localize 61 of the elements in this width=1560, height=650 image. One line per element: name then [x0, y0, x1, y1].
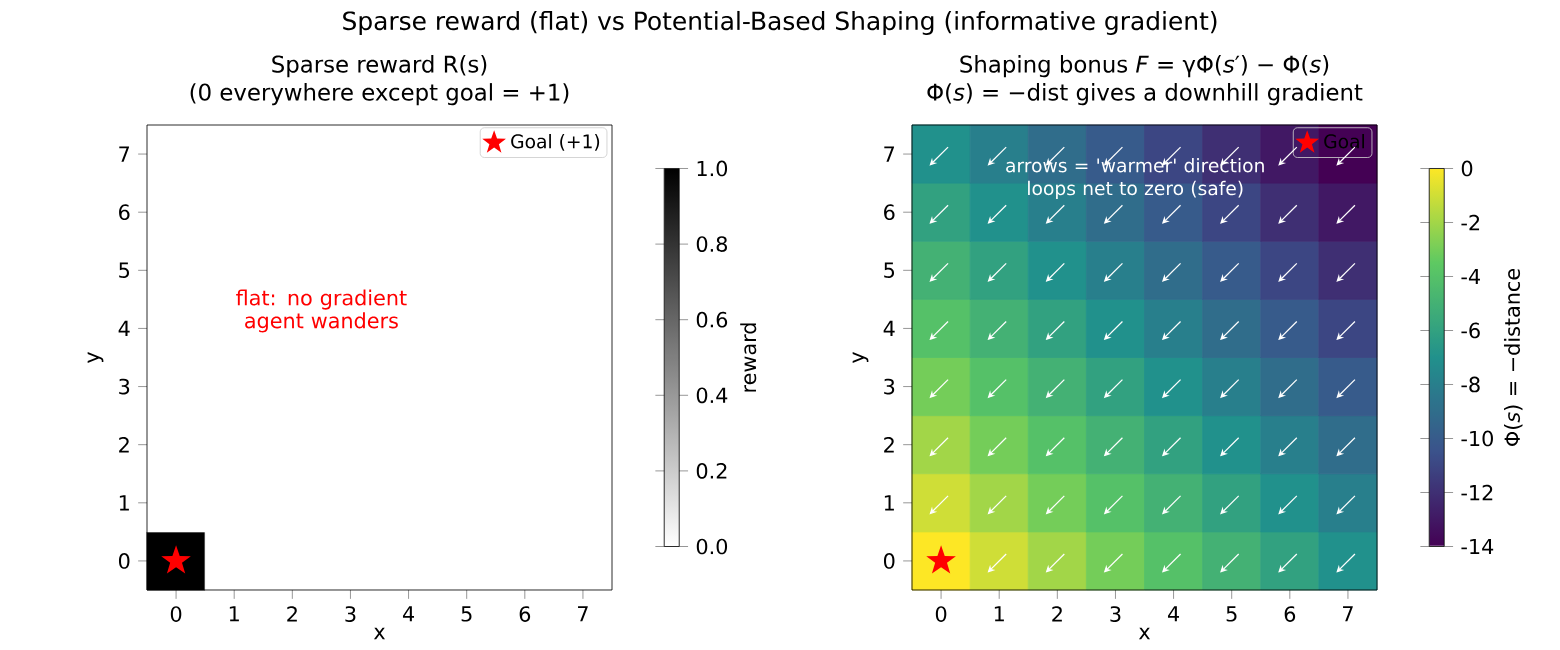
x-tick-label: 3: [1110, 606, 1121, 622]
x-tick-label: 0: [935, 606, 947, 622]
color-bar-label: -2: [1461, 214, 1480, 231]
x-tick-label: 1: [229, 606, 239, 622]
x-tick-label: 6: [519, 606, 531, 622]
color-bar-title: Φ(s) = −distance: [1503, 268, 1523, 446]
y-tick-label: 4: [883, 320, 895, 336]
y-tick-label: 3: [119, 378, 130, 395]
color-bar-label: 0.6: [696, 311, 728, 328]
annotation: flat: no gradient agent wanders: [236, 289, 407, 333]
text: Sparse reward (flat) vs Potential-Based Shaping (informative gradient): [343, 10, 1217, 36]
chart-title: Sparse reward R(s): [272, 55, 487, 78]
y-axis-title: y: [87, 351, 104, 364]
x-tick-label: 0: [170, 606, 182, 622]
y-tick-label: 2: [884, 436, 894, 453]
x-tick-label: 3: [345, 606, 356, 622]
x-axis-title: x: [373, 627, 385, 640]
x-tick-label: 2: [287, 606, 297, 622]
chart-subtitle: Φ(s) = −dist gives a downhill gradient: [927, 83, 1363, 106]
y-tick-label: 1: [884, 495, 894, 511]
color-bar-label: 0.2: [696, 463, 727, 479]
chart-title: Shaping bonus F = γΦ(s′) − Φ(s): [960, 55, 1329, 78]
color-bar-label: 0.0: [696, 538, 728, 555]
x-axis-title: x: [1138, 627, 1150, 640]
color-bar-label: 0.8: [696, 236, 727, 252]
y-tick-label: 1: [119, 495, 129, 511]
y-tick-label: 6: [119, 204, 130, 221]
chart-subtitle: (0 everywhere except goal = +1): [190, 83, 569, 106]
x-tick-label: 4: [1167, 606, 1180, 622]
x-tick-label: 5: [461, 606, 472, 622]
y-tick-label: 7: [884, 146, 895, 162]
y-tick-label: 5: [884, 262, 895, 279]
legend-label: Goal: [1324, 133, 1364, 149]
color-bar-label: -8: [1461, 376, 1480, 393]
x-tick-label: 5: [1226, 606, 1237, 622]
y-tick-label: 5: [119, 262, 129, 279]
annotation: arrows = 'warmer' direction loops net to zero (safe): [1006, 158, 1264, 199]
y-tick-label: 3: [884, 378, 895, 395]
x-tick-label: 2: [1052, 606, 1062, 622]
color-bar-label: -10: [1461, 430, 1493, 447]
color-bar-label: -6: [1461, 322, 1480, 339]
color-bar-label: -4: [1461, 268, 1480, 285]
y-tick-label: 2: [119, 436, 129, 453]
y-tick-label: 7: [119, 146, 130, 162]
y-tick-label: 6: [884, 204, 895, 221]
color-bar-label: 0.4: [696, 387, 728, 404]
x-tick-label: 7: [1343, 606, 1353, 622]
y-tick-label: 0: [118, 553, 130, 569]
x-tick-label: 6: [1284, 606, 1296, 622]
x-tick-label: 1: [994, 606, 1004, 622]
color-bar-title: reward: [740, 323, 757, 392]
color-bar-label: -12: [1461, 484, 1493, 501]
y-tick-label: 4: [118, 320, 130, 336]
color-bar-label: 0: [1461, 160, 1473, 177]
color-bar-label: -14: [1461, 538, 1494, 555]
color-bar-label: 1.0: [697, 160, 728, 177]
legend-label: Goal (+1): [511, 133, 600, 151]
y-tick-label: 0: [883, 553, 895, 569]
y-axis-title: y: [852, 351, 869, 364]
x-tick-label: 7: [578, 606, 588, 622]
x-tick-label: 4: [402, 606, 415, 622]
